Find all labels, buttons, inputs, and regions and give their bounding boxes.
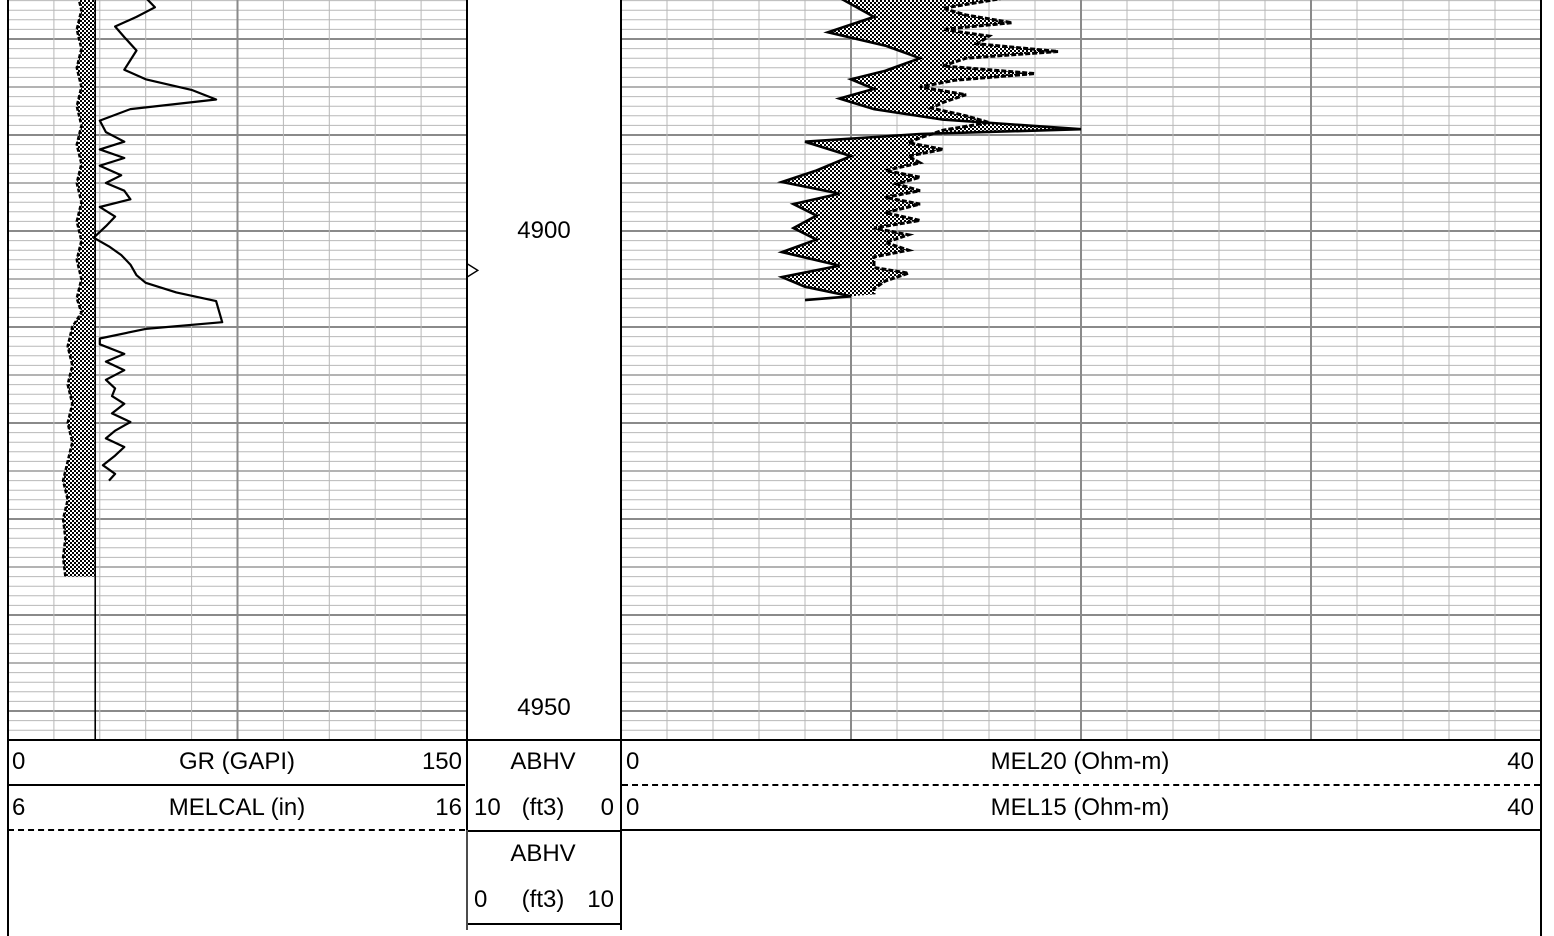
log-curves — [61, 0, 1082, 740]
melcal-scale-max: 16 — [435, 794, 462, 821]
abhv1-scale-min: 10 — [474, 794, 501, 821]
gr-scale-max: 150 — [421, 748, 462, 775]
mel15-scale-min: 0 — [626, 794, 640, 821]
melcal-scale-min: 6 — [12, 794, 26, 821]
abhv-curve — [466, 263, 480, 278]
gr-scale-min: 0 — [12, 748, 26, 775]
gr-curve — [92, 0, 224, 482]
melcal-curve-name: MELCAL (in) — [168, 794, 306, 821]
abhv2-curve-name: ABHV — [510, 840, 576, 867]
abhv1-scale-max: 0 — [600, 794, 614, 821]
mel20-scale-min: 0 — [626, 748, 640, 775]
mel15-curve — [872, 0, 1059, 295]
mel15-header-line — [622, 829, 1540, 831]
melcal-header-line — [8, 829, 465, 831]
abhv2-scale-min: 0 — [474, 886, 488, 913]
melcal-curve — [61, 0, 83, 577]
mel20-curve-name: MEL20 (Ohm-m) — [990, 748, 1170, 775]
gr-curve-name: GR (GAPI) — [178, 748, 296, 775]
mel15-scale-max: 40 — [1507, 794, 1534, 821]
depth-label-4900: 4900 — [517, 217, 571, 244]
abhv2-unit: (ft3) — [521, 886, 565, 913]
mel20-curve — [776, 0, 1082, 302]
abhv1-header-line — [468, 830, 621, 832]
depth-label-4950: 4950 — [517, 694, 571, 721]
mel20-header-line — [622, 784, 1540, 786]
abhv2-header-line — [468, 923, 621, 925]
abhv2-scale-max: 10 — [587, 886, 614, 913]
gr-header-line — [8, 784, 465, 786]
mel20-scale-max: 40 — [1507, 748, 1534, 775]
track-frame — [7, 0, 1542, 936]
abhv1-curve-name: ABHV — [510, 748, 576, 775]
grid-right-track — [621, 0, 1541, 741]
abhv1-unit: (ft3) — [521, 794, 565, 821]
resistivity-separation-fill — [782, 0, 1081, 301]
mel15-curve-name: MEL15 (Ohm-m) — [990, 794, 1170, 821]
